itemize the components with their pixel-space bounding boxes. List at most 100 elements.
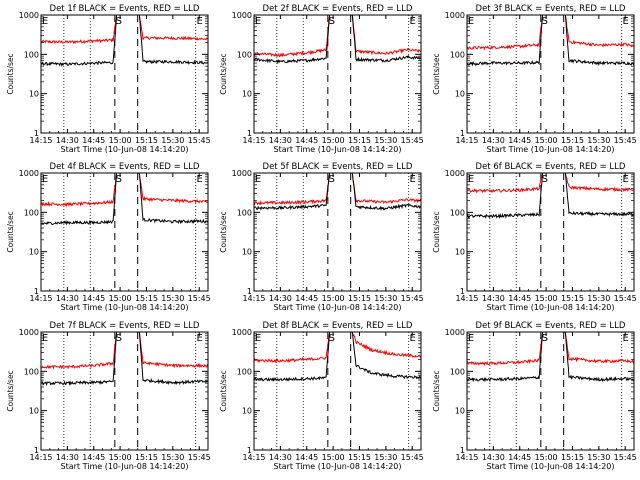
x-tick-label: 15:45 xyxy=(188,453,211,462)
y-tick-label: 100 xyxy=(237,208,252,217)
x-tick-label: 14:30 xyxy=(269,136,292,145)
lld-series-line xyxy=(40,14,209,45)
x-tick-label: 14:30 xyxy=(482,136,505,145)
y-tick-label: 10 xyxy=(455,407,465,416)
x-axis-label: Start Time (10-Jun-08 14:14:20) xyxy=(487,303,615,312)
x-tick-label: 15:00 xyxy=(322,453,345,462)
x-tick-label: 15:15 xyxy=(561,453,584,462)
x-tick-label: 14:15 xyxy=(455,453,478,462)
time-marker-label: S xyxy=(542,333,548,344)
y-tick-label: 1000 xyxy=(19,328,39,337)
y-tick-label: 1000 xyxy=(232,11,252,20)
x-tick-label: 14:15 xyxy=(242,294,265,303)
x-tick-label: 15:00 xyxy=(322,136,345,145)
x-tick-label: 15:00 xyxy=(535,453,558,462)
x-tick-label: 15:15 xyxy=(348,136,371,145)
y-axis-label: Counts/sec xyxy=(432,53,441,94)
y-tick-label: 1000 xyxy=(19,169,39,178)
x-tick-label: 15:30 xyxy=(161,294,184,303)
x-tick-label: 15:30 xyxy=(587,136,610,145)
x-tick-label: 15:30 xyxy=(374,136,397,145)
y-tick-label: 10 xyxy=(242,248,252,257)
x-tick-label: 15:45 xyxy=(188,136,211,145)
x-tick-label: 15:00 xyxy=(109,453,132,462)
panel-title: Det 9f BLACK = Events, RED = LLD xyxy=(476,321,626,331)
y-tick-label: 10 xyxy=(242,407,252,416)
y-tick-label: 100 xyxy=(450,208,465,217)
x-axis-label: Start Time (10-Jun-08 14:14:20) xyxy=(274,462,402,471)
x-tick-label: 15:00 xyxy=(109,294,132,303)
lld-series-line xyxy=(40,331,209,370)
x-tick-label: 15:15 xyxy=(561,294,584,303)
y-tick-label: 1 xyxy=(247,287,252,296)
time-marker-label: E xyxy=(255,333,261,344)
x-tick-label: 14:45 xyxy=(295,136,318,145)
x-tick-label: 14:15 xyxy=(455,136,478,145)
x-tick-label: 15:00 xyxy=(322,294,345,303)
x-tick-label: 15:15 xyxy=(348,294,371,303)
x-tick-label: 14:45 xyxy=(295,294,318,303)
time-marker-label: S xyxy=(329,16,335,27)
x-tick-label: 15:45 xyxy=(401,453,424,462)
x-axis-label: Start Time (10-Jun-08 14:14:20) xyxy=(61,303,189,312)
y-tick-label: 10 xyxy=(242,90,252,99)
events-series-line xyxy=(253,331,422,383)
x-tick-label: 15:45 xyxy=(614,294,637,303)
x-tick-label: 14:30 xyxy=(56,453,79,462)
events-series-line xyxy=(466,14,635,67)
x-tick-label: 15:45 xyxy=(188,294,211,303)
time-marker-label: E xyxy=(42,174,48,185)
x-tick-label: 14:45 xyxy=(508,453,531,462)
lld-series-line xyxy=(253,331,422,364)
x-tick-label: 14:45 xyxy=(82,136,105,145)
x-tick-label: 15:15 xyxy=(348,453,371,462)
y-tick-label: 1 xyxy=(460,287,465,296)
panel-title: Det 8f BLACK = Events, RED = LLD xyxy=(263,321,413,331)
plot-frame xyxy=(253,14,422,134)
x-tick-label: 14:45 xyxy=(295,453,318,462)
y-tick-label: 100 xyxy=(24,367,39,376)
time-marker-label: E xyxy=(410,333,416,344)
time-marker-label: E xyxy=(410,16,416,27)
lld-series-line xyxy=(466,14,635,51)
lld-series-line xyxy=(466,331,635,367)
y-axis-label: Counts/sec xyxy=(219,211,228,252)
y-tick-label: 1000 xyxy=(232,328,252,337)
events-series-line xyxy=(253,172,422,211)
y-tick-label: 10 xyxy=(29,248,39,257)
x-tick-label: 14:45 xyxy=(508,136,531,145)
events-series-line xyxy=(40,172,209,226)
x-tick-label: 14:15 xyxy=(242,136,265,145)
x-tick-label: 15:45 xyxy=(401,294,424,303)
x-tick-label: 15:15 xyxy=(135,136,158,145)
panel-title: Det 2f BLACK = Events, RED = LLD xyxy=(263,4,413,14)
x-tick-label: 15:30 xyxy=(587,294,610,303)
y-tick-label: 1000 xyxy=(232,169,252,178)
y-axis-label: Counts/sec xyxy=(6,370,15,411)
y-tick-label: 1 xyxy=(247,446,252,455)
lld-series-line xyxy=(253,172,422,206)
time-marker-label: E xyxy=(468,333,474,344)
time-marker-label: E xyxy=(255,174,261,185)
x-tick-label: 14:30 xyxy=(269,294,292,303)
x-tick-label: 14:45 xyxy=(508,294,531,303)
x-tick-label: 14:30 xyxy=(482,294,505,303)
x-tick-label: 15:15 xyxy=(135,453,158,462)
plot-frame xyxy=(253,331,422,451)
y-axis-label: Counts/sec xyxy=(432,211,441,252)
lld-series-line xyxy=(40,172,209,208)
plot-frame xyxy=(40,331,209,451)
x-tick-label: 15:45 xyxy=(614,136,637,145)
panel-title: Det 1f BLACK = Events, RED = LLD xyxy=(50,4,200,14)
time-marker-label: S xyxy=(116,174,122,185)
x-tick-label: 14:45 xyxy=(82,294,105,303)
y-tick-label: 1 xyxy=(460,446,465,455)
time-marker-label: E xyxy=(410,174,416,185)
x-tick-label: 14:30 xyxy=(482,453,505,462)
time-marker-label: S xyxy=(329,174,335,185)
y-tick-label: 1000 xyxy=(445,328,465,337)
time-marker-label: E xyxy=(197,333,203,344)
x-tick-label: 15:30 xyxy=(587,453,610,462)
